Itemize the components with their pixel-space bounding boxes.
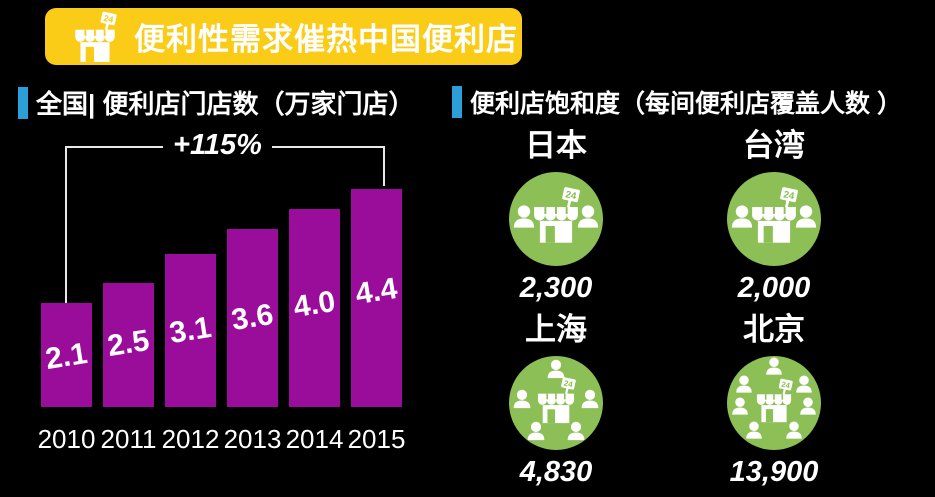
coverage-value: 2,300 <box>519 272 593 304</box>
bar <box>103 283 154 407</box>
bracket-line-left <box>65 146 163 148</box>
right-title-text: 便利店饱和度（每间便利店覆盖人数 ） <box>470 90 902 118</box>
saturation-item-shanghai: 上海 4,830 <box>466 312 646 489</box>
saturation-item-beijing: 北京 13,900 <box>684 312 864 489</box>
axis-year-label: 2014 <box>285 424 344 454</box>
store-with-people-icon <box>727 356 821 450</box>
bar <box>227 229 278 407</box>
coverage-value: 13,900 <box>729 456 819 488</box>
region-label: 日本 <box>525 128 587 163</box>
bar <box>289 209 340 407</box>
coverage-value: 2,000 <box>737 272 811 304</box>
axis-year-label: 2012 <box>161 424 220 454</box>
bracket-drop-left <box>65 146 67 304</box>
left-title-text: 全国| 便利店门店数（万家门店） <box>36 89 415 119</box>
bar <box>41 303 92 407</box>
region-label: 北京 <box>743 312 805 347</box>
axis-year-label: 2010 <box>37 424 96 454</box>
store-with-people-icon <box>727 172 821 266</box>
saturation-item-taiwan: 台湾 2,000 <box>684 128 864 305</box>
bar <box>351 189 402 407</box>
store-with-people-icon <box>509 172 603 266</box>
accent-bar-icon <box>452 86 462 118</box>
bar <box>165 254 216 407</box>
header-banner: 便利性需求催热中国便利店 <box>45 8 522 65</box>
axis-year-label: 2015 <box>347 424 406 454</box>
coverage-value: 4,830 <box>519 456 593 488</box>
axis-year-label: 2013 <box>223 424 282 454</box>
region-label: 上海 <box>525 312 587 347</box>
store-with-people-icon <box>509 356 603 450</box>
left-section-title: 全国| 便利店门店数（万家门店） <box>18 84 415 121</box>
accent-bar-icon <box>18 86 28 119</box>
right-section-title: 便利店饱和度（每间便利店覆盖人数 ） <box>452 84 902 120</box>
axis-year-label: 2011 <box>100 424 157 454</box>
saturation-item-japan: 日本 2,300 <box>466 128 646 305</box>
growth-label: +115% <box>173 129 262 161</box>
region-label: 台湾 <box>743 128 805 163</box>
bracket-line-right <box>272 146 385 148</box>
banner-title: 便利性需求催热中国便利店 <box>134 22 518 57</box>
bracket-drop-right <box>383 146 385 186</box>
